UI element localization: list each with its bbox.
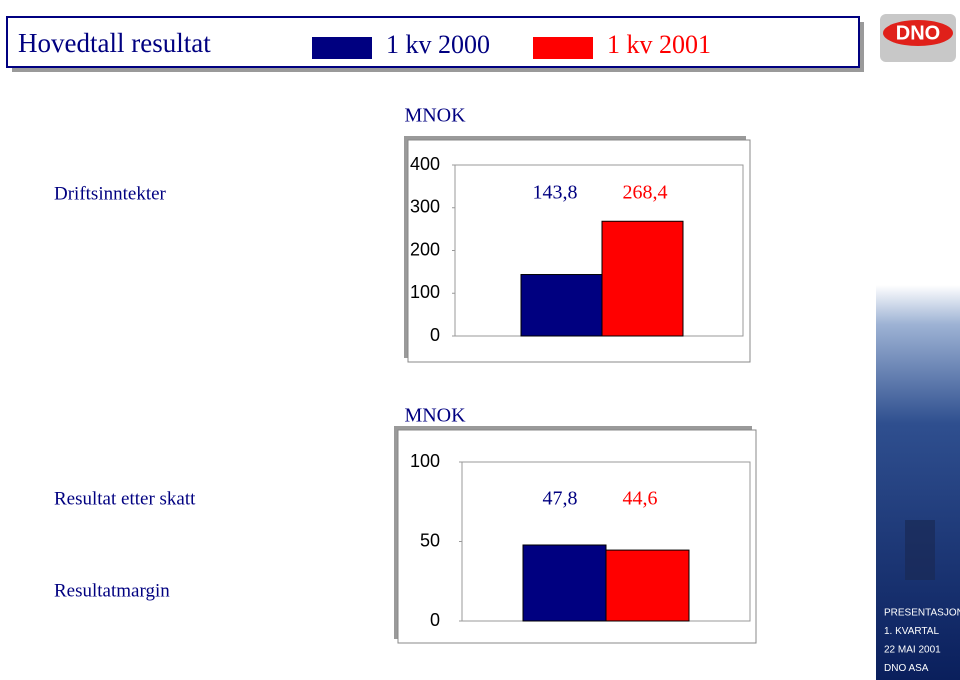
margin-label: 16,7% [626,580,678,602]
y-tick-label: 50 [420,530,440,550]
legend-label: 1 kv 2001 [607,30,711,59]
row-label: Driftsinntekter [54,183,167,204]
sidebar-text: PRESENTASJON [884,608,960,619]
bar [522,544,607,622]
y-tick-label: 400 [410,154,440,174]
bar [520,274,603,337]
legend-swatch [312,37,372,59]
sidebar-text: DNO ASA [884,663,929,674]
sidebar-photo [876,285,960,680]
margin-label: 33,2% [544,580,596,602]
legend-swatch [533,37,593,59]
bar [601,220,684,337]
y-tick-label: 100 [410,451,440,471]
header-box [6,16,860,68]
value-label: 44,6 [623,488,658,510]
legend-label: 1 kv 2000 [386,30,490,59]
value-label: 47,8 [543,488,578,510]
y-tick-label: 100 [410,282,440,302]
row-label: Resultatmargin [54,580,170,601]
row-label: Resultat etter skatt [54,488,196,509]
y-axis-label: MNOK [404,105,466,127]
logo-oval [883,20,953,46]
sidebar-text: 22 MAI 2001 [884,645,941,656]
title: Hovedtall resultat [18,28,211,58]
logo-text: DNO [896,22,940,44]
y-axis-label: MNOK [404,405,466,427]
value-label: 268,4 [623,182,668,204]
y-tick-label: 200 [410,239,440,259]
sidebar-rig [905,520,935,580]
y-tick-label: 0 [430,610,440,630]
y-tick-label: 0 [430,325,440,345]
sidebar-text: 1. KVARTAL [884,626,939,637]
bar [605,549,690,622]
value-label: 143,8 [533,182,578,204]
y-tick-label: 300 [410,197,440,217]
